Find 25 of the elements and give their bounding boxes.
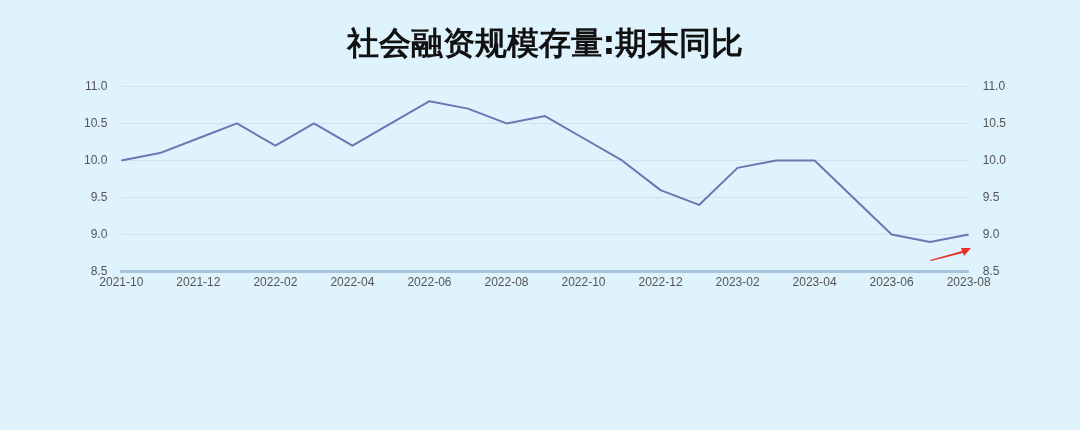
x-tick-label: 2022-08 <box>484 275 529 290</box>
y2-tick-label: 9.0 <box>982 226 1000 241</box>
x-tick-label: 2022-04 <box>330 275 375 290</box>
y-tick-label: 9.0 <box>90 226 108 241</box>
y2-tick-label: 8.5 <box>982 263 1000 278</box>
y-tick-label: 9.5 <box>90 189 108 204</box>
y-tick-label: 11.0 <box>84 78 108 93</box>
y2-tick-label: 11.0 <box>982 78 1006 93</box>
x-tick-label: 2023-08 <box>946 275 991 290</box>
y-tick-label: 8.5 <box>90 263 108 278</box>
x-tick-label: 2021-12 <box>176 275 221 290</box>
x-tick-label: 2022-12 <box>638 275 683 290</box>
x-tick-label: 2022-06 <box>407 275 452 290</box>
y-tick-label: 10.0 <box>84 152 108 167</box>
y2-tick-label: 10.0 <box>982 152 1007 167</box>
x-tick-label: 2021-10 <box>99 275 144 290</box>
y-tick-label: 10.5 <box>84 115 108 130</box>
x-tick-label: 2023-06 <box>869 275 914 290</box>
chart-title: 社会融资规模存量:期末同比 <box>345 23 744 62</box>
x-tick-label: 2022-02 <box>253 275 298 290</box>
x-tick-label: 2022-10 <box>561 275 606 290</box>
x-tick-label: 2023-04 <box>792 275 837 290</box>
y2-tick-label: 9.5 <box>982 189 1000 204</box>
x-tick-label: 2023-02 <box>715 275 760 290</box>
y2-tick-label: 10.5 <box>982 115 1007 130</box>
